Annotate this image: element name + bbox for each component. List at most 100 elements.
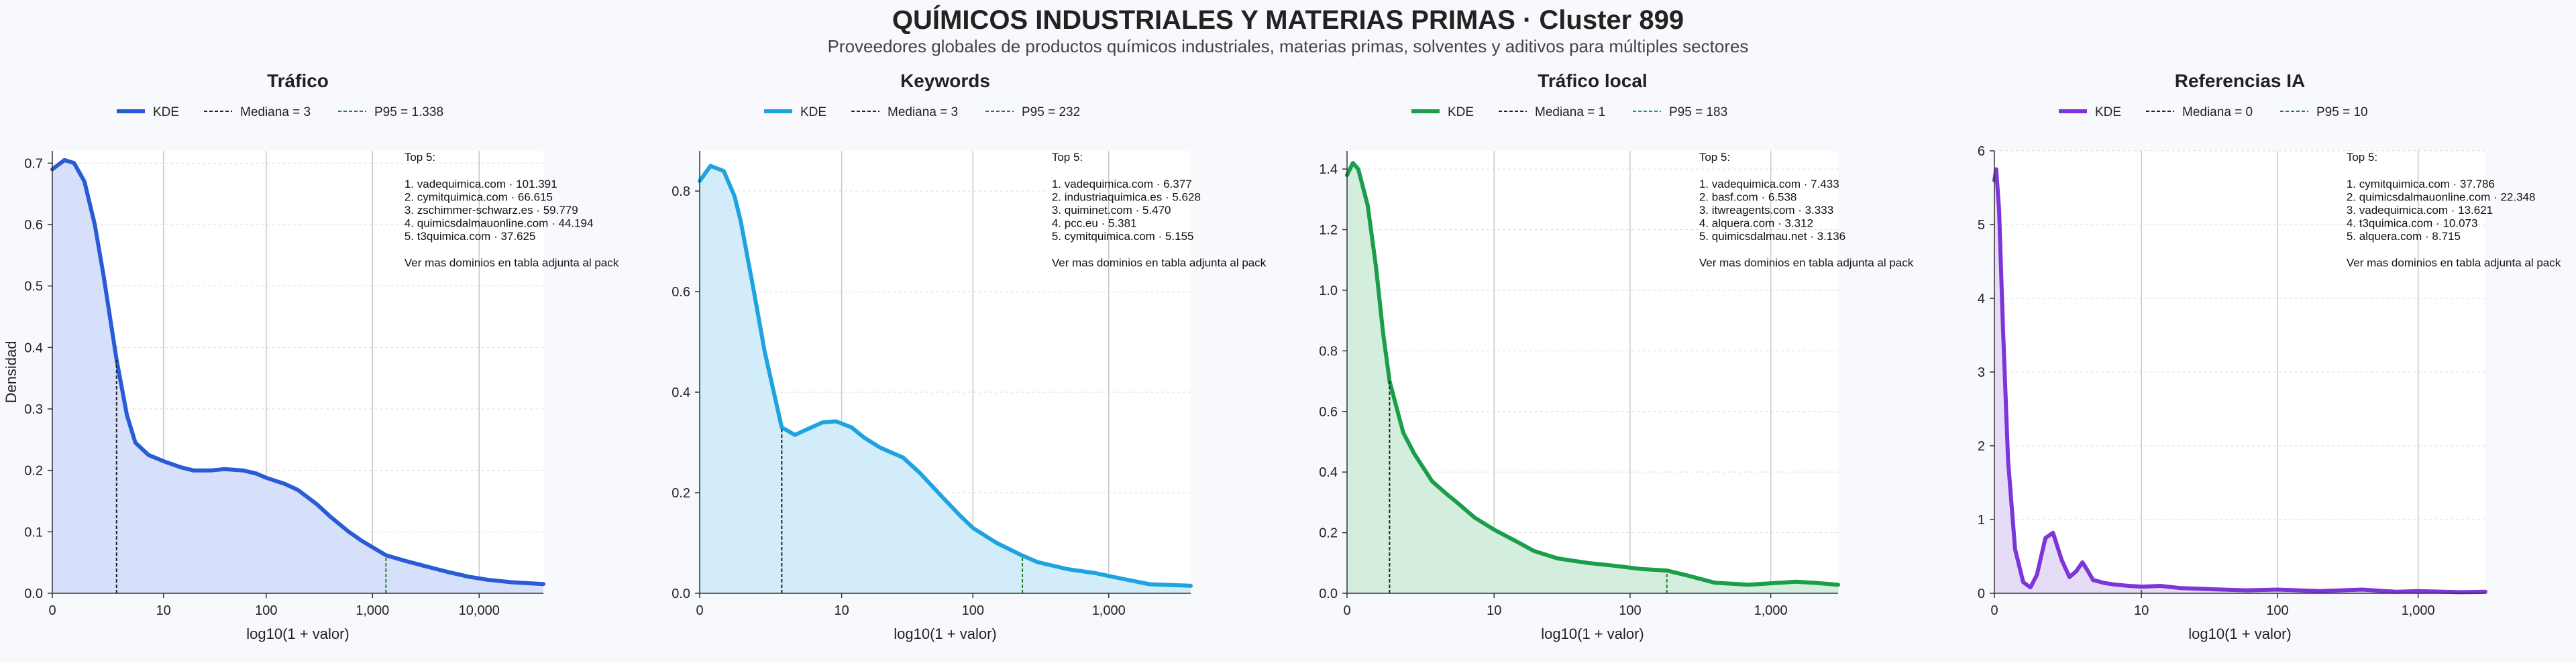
top5-item: 2. industriaquimica.es · 5.628 <box>1052 191 1201 204</box>
panel-title: Tráfico local <box>1538 70 1647 91</box>
legend-kde-label: KDE <box>153 105 179 119</box>
top5-header: Top 5: <box>1052 151 1083 164</box>
y-tick-label: 0.2 <box>1319 526 1338 541</box>
top5-item: 2. cymitquimica.com · 66.615 <box>405 191 553 204</box>
y-tick-label: 1.2 <box>1319 223 1338 238</box>
x-axis-label: log10(1 + valor) <box>894 625 996 642</box>
legend-p95-label: P95 = 183 <box>1669 105 1727 119</box>
legend-kde-label: KDE <box>2095 105 2121 119</box>
chart-panel-trafico-local: Tráfico local KDE Mediana = 1 P95 = 183 0.0 0… <box>1319 70 1914 642</box>
x-tick-label: 1,000 <box>2402 603 2435 618</box>
legend-median-label: Mediana = 3 <box>888 105 958 119</box>
y-tick-label: 0.5 <box>24 280 43 294</box>
legend-p95-label: P95 = 10 <box>2316 105 2368 119</box>
legend: KDE Mediana = 3 P95 = 232 <box>764 105 1080 119</box>
top5-item: 1. cymitquimica.com · 37.786 <box>2347 178 2495 190</box>
x-tick-label: 0 <box>1990 603 1998 618</box>
top5-footer: Ver mas dominios en tabla adjunta al pac… <box>1699 257 1914 269</box>
top5-item: 3. zschimmer-schwarz.es · 59.779 <box>405 204 578 217</box>
y-tick-label: 0.6 <box>1319 405 1338 420</box>
top5-footer: Ver mas dominios en tabla adjunta al pac… <box>1052 257 1267 269</box>
panel-title: Referencias IA <box>2175 70 2306 91</box>
x-tick-label: 1,000 <box>356 603 389 618</box>
x-tick-label: 1,000 <box>1092 603 1126 618</box>
x-tick-label: 10 <box>156 603 171 618</box>
y-tick-label: 0.6 <box>24 218 43 233</box>
y-tick-label: 0.0 <box>672 587 690 601</box>
y-tick-label: 0.4 <box>672 385 690 400</box>
y-tick-label: 2 <box>1978 439 1985 454</box>
kde-line <box>698 164 1193 588</box>
legend-median-label: Mediana = 0 <box>2182 105 2253 119</box>
top5-item: 4. alquera.com · 3.312 <box>1699 217 1813 230</box>
legend-p95-label: P95 = 232 <box>1022 105 1080 119</box>
x-tick-label: 100 <box>2266 603 2288 618</box>
y-tick-label: 0.6 <box>672 285 690 300</box>
x-tick-label: 100 <box>962 603 984 618</box>
y-tick-label: 0.4 <box>24 341 43 355</box>
top5-item: 4. quimicsdalmauonline.com · 44.194 <box>405 217 594 230</box>
top5-item: 4. t3quimica.com · 10.073 <box>2347 217 2478 230</box>
top5-item: 2. basf.com · 6.538 <box>1699 191 1797 204</box>
y-tick-label: 5 <box>1978 218 1985 233</box>
y-tick-label: 3 <box>1978 365 1985 380</box>
x-tick-label: 0 <box>696 603 703 618</box>
top5-item: 5. cymitquimica.com · 5.155 <box>1052 230 1194 243</box>
y-tick-label: 0.4 <box>1319 465 1338 480</box>
y-tick-label: 0.2 <box>672 486 690 501</box>
y-tick-label: 1.4 <box>1319 162 1338 177</box>
y-tick-label: 0.8 <box>672 184 690 199</box>
legend: KDE Mediana = 0 P95 = 10 <box>2059 105 2368 119</box>
legend-median-label: Mediana = 1 <box>1535 105 1605 119</box>
page-title: QUÍMICOS INDUSTRIALES Y MATERIAS PRIMAS … <box>892 5 1684 35</box>
top5-item: 2. quimicsdalmauonline.com · 22.348 <box>2347 191 2536 204</box>
kde-line <box>1345 161 1840 587</box>
legend-median-label: Mediana = 3 <box>240 105 311 119</box>
x-tick-label: 100 <box>255 603 277 618</box>
legend-kde-label: KDE <box>1448 105 1474 119</box>
legend-p95-label: P95 = 1.338 <box>374 105 443 119</box>
x-tick-label: 10 <box>1487 603 1501 618</box>
y-tick-label: 1.0 <box>1319 284 1338 298</box>
top5-item: 1. vadequimica.com · 6.377 <box>1052 178 1192 190</box>
y-tick-label: 6 <box>1978 144 1985 159</box>
x-tick-label: 100 <box>1619 603 1641 618</box>
x-axis-label: log10(1 + valor) <box>2188 625 2291 642</box>
top5-item: 5. alquera.com · 8.715 <box>2347 230 2461 243</box>
kde-area <box>52 160 543 594</box>
top5-item: 3. itwreagents.com · 3.333 <box>1699 204 1833 217</box>
chart-panel-keywords: Keywords KDE Mediana = 3 P95 = 232 0.0 0.2 0.4… <box>672 70 1267 642</box>
y-tick-label: 0 <box>1978 587 1985 601</box>
y-tick-label: 0.7 <box>24 156 43 171</box>
kde-area <box>1347 163 1838 594</box>
top5-footer: Ver mas dominios en tabla adjunta al pac… <box>405 257 619 269</box>
page-subtitle: Proveedores globales de productos químic… <box>827 36 1749 56</box>
x-axis-label: log10(1 + valor) <box>246 625 349 642</box>
panel-title: Tráfico <box>267 70 329 91</box>
legend-kde-label: KDE <box>800 105 826 119</box>
kde-line <box>50 158 545 587</box>
top5-header: Top 5: <box>405 151 435 164</box>
y-tick-label: 0.2 <box>24 464 43 479</box>
legend: KDE Mediana = 3 P95 = 1.338 <box>117 105 443 119</box>
x-tick-label: 10 <box>834 603 849 618</box>
top5-header: Top 5: <box>2347 151 2377 164</box>
top5-item: 1. vadequimica.com · 101.391 <box>405 178 557 190</box>
y-tick-label: 0.1 <box>24 525 43 540</box>
x-tick-label: 1,000 <box>1754 603 1788 618</box>
panel-title: Keywords <box>900 70 990 91</box>
kde-area <box>700 166 1191 593</box>
y-tick-label: 0.3 <box>24 402 43 417</box>
kde-line <box>1992 167 2487 595</box>
top5-item: 1. vadequimica.com · 7.433 <box>1699 178 1839 190</box>
x-tick-label: 10,000 <box>459 603 500 618</box>
y-tick-label: 1 <box>1978 513 1985 528</box>
y-tick-label: 4 <box>1978 292 1985 306</box>
chart-panel-referencias-ia: Referencias IA KDE Mediana = 0 P95 = 10 0 1 2 3… <box>1978 70 2561 642</box>
top5-item: 5. t3quimica.com · 37.625 <box>405 230 536 243</box>
x-tick-label: 0 <box>1343 603 1350 618</box>
